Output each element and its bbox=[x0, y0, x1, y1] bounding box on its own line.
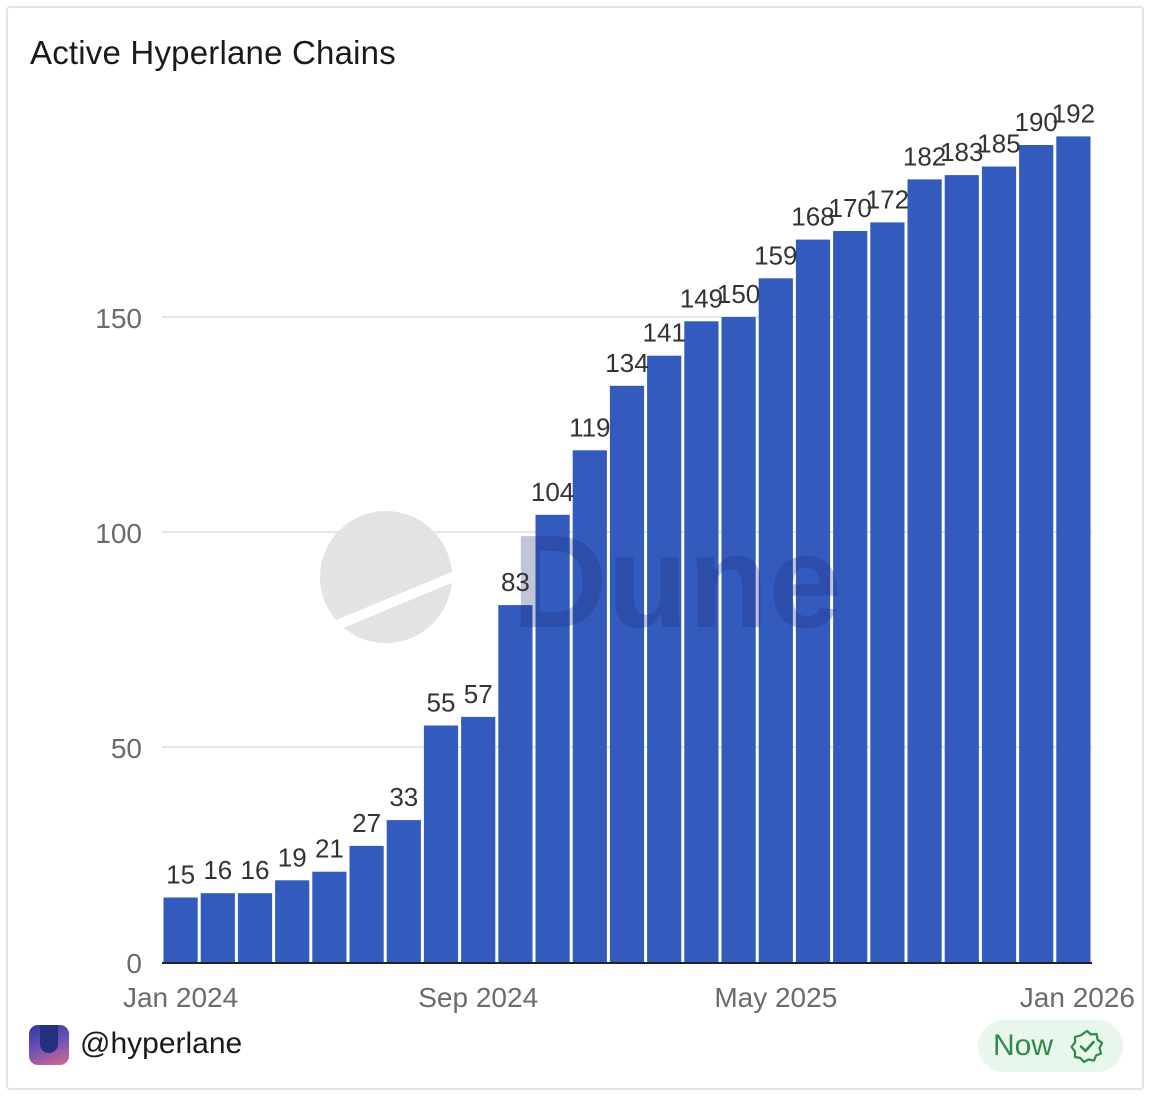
bar[interactable] bbox=[461, 716, 496, 962]
bar[interactable] bbox=[1019, 145, 1054, 962]
bar-value-label: 15 bbox=[166, 860, 195, 890]
bar[interactable] bbox=[1056, 136, 1091, 962]
dune-watermark bbox=[320, 511, 462, 643]
bar-value-label: 21 bbox=[315, 834, 344, 864]
bar[interactable] bbox=[386, 820, 421, 962]
bar[interactable] bbox=[535, 514, 570, 962]
x-tick-label: Jan 2024 bbox=[123, 982, 238, 1013]
bar[interactable] bbox=[907, 179, 942, 962]
bar[interactable] bbox=[572, 450, 607, 962]
bar-value-label: 57 bbox=[464, 679, 493, 709]
bar[interactable] bbox=[870, 222, 905, 962]
bar[interactable] bbox=[721, 317, 756, 962]
bar[interactable] bbox=[647, 355, 682, 962]
bar[interactable] bbox=[163, 897, 198, 963]
author-handle[interactable]: @hyperlane bbox=[80, 1027, 243, 1060]
bar-value-label: 190 bbox=[1015, 107, 1058, 137]
bar[interactable] bbox=[944, 175, 979, 963]
hyperlane-avatar[interactable] bbox=[29, 1025, 69, 1065]
bar-value-label: 19 bbox=[278, 842, 307, 872]
bar-value-label: 55 bbox=[427, 688, 456, 718]
bar[interactable] bbox=[684, 321, 719, 962]
bar[interactable] bbox=[833, 231, 868, 962]
bar-value-label: 134 bbox=[605, 348, 648, 378]
bar-value-label: 104 bbox=[531, 477, 574, 507]
bar-value-label: 27 bbox=[352, 808, 381, 838]
bar-value-label: 16 bbox=[203, 855, 232, 885]
bar[interactable] bbox=[423, 725, 459, 963]
dune-logo-icon bbox=[320, 511, 452, 643]
chart-title: Active Hyperlane Chains bbox=[30, 34, 396, 71]
bar-value-label: 141 bbox=[643, 318, 686, 348]
bar-value-label: 159 bbox=[754, 240, 797, 270]
bar-value-label: 149 bbox=[680, 283, 723, 313]
bar[interactable] bbox=[237, 893, 273, 962]
bar-value-label: 183 bbox=[940, 137, 983, 167]
bar-value-label: 16 bbox=[241, 855, 270, 885]
bar-value-label: 33 bbox=[389, 782, 418, 812]
y-tick-label: 50 bbox=[111, 733, 142, 764]
bar-value-label: 172 bbox=[866, 184, 909, 214]
bar[interactable] bbox=[349, 845, 384, 962]
bar-value-label: 150 bbox=[717, 279, 760, 309]
bar-value-label: 83 bbox=[501, 567, 530, 597]
verified-check-icon bbox=[1070, 1029, 1104, 1063]
y-tick-label: 150 bbox=[95, 303, 142, 334]
watermark-text: Dune bbox=[512, 508, 842, 655]
bar-value-label: 168 bbox=[791, 202, 834, 232]
y-tick-label: 100 bbox=[95, 518, 142, 549]
bar-value-label: 182 bbox=[903, 141, 946, 171]
bar[interactable] bbox=[609, 385, 645, 962]
x-tick-label: Jan 2026 bbox=[1020, 982, 1135, 1013]
bar[interactable] bbox=[981, 166, 1017, 963]
bar[interactable] bbox=[275, 880, 310, 962]
x-tick-label: May 2025 bbox=[714, 982, 837, 1013]
x-tick-label: Sep 2024 bbox=[418, 982, 538, 1013]
bar[interactable] bbox=[312, 871, 347, 962]
bar-value-label: 170 bbox=[829, 193, 872, 223]
bar[interactable] bbox=[498, 605, 533, 962]
freshness-status: Now bbox=[993, 1029, 1054, 1062]
bar-value-label: 192 bbox=[1052, 98, 1095, 128]
bar[interactable] bbox=[758, 278, 793, 962]
bar-value-label: 119 bbox=[569, 412, 610, 442]
y-tick-label: 0 bbox=[126, 948, 142, 979]
bar-value-label: 185 bbox=[977, 129, 1020, 159]
freshness-badge: Now bbox=[978, 1020, 1123, 1072]
bar[interactable] bbox=[795, 239, 831, 963]
bar[interactable] bbox=[200, 893, 235, 962]
